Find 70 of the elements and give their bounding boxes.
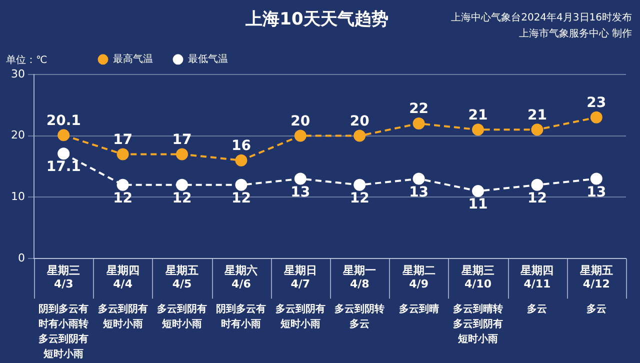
data-label: 20.1 bbox=[46, 112, 81, 129]
point bbox=[590, 172, 602, 185]
point bbox=[58, 129, 70, 142]
data-label: 13 bbox=[586, 184, 606, 200]
data-label: 12 bbox=[527, 190, 547, 207]
data-label: 16 bbox=[231, 138, 251, 154]
chart-title: 上海10天天气趋势 bbox=[244, 10, 388, 30]
x-tick-label: 星期三 4/3 bbox=[46, 264, 80, 290]
x-tick-label: 星期六 4/6 bbox=[224, 264, 258, 290]
point bbox=[531, 124, 544, 136]
data-label: 13 bbox=[290, 184, 310, 200]
text: 多云到阴有短时小雨 bbox=[275, 303, 326, 330]
data-label: 22 bbox=[409, 101, 429, 118]
data-label: 12 bbox=[231, 190, 251, 207]
x-tick-label: 星期日 4/7 bbox=[282, 264, 317, 290]
text: 多云到阴有短时小雨 bbox=[157, 303, 207, 330]
data-label: 20 bbox=[290, 113, 310, 130]
data-label: 12 bbox=[113, 190, 133, 207]
point bbox=[412, 172, 425, 185]
text: 多云 bbox=[527, 303, 548, 316]
data-label: 21 bbox=[527, 107, 547, 124]
text: 多云到阴有短时小雨 bbox=[98, 303, 148, 330]
data-label: 20 bbox=[350, 113, 370, 130]
data-label: 17 bbox=[113, 132, 133, 148]
y-axis-title: 单位：℃ bbox=[6, 54, 48, 66]
legend-label: 最高气温 bbox=[113, 52, 153, 65]
point bbox=[294, 172, 306, 185]
text: 多云到晴转多云到阴有短时小雨 bbox=[453, 303, 503, 346]
data-label: 11 bbox=[468, 196, 488, 213]
x-tick-label: 星期四 4/11 bbox=[520, 264, 554, 290]
data-label: 21 bbox=[468, 107, 488, 124]
text: 上海中心气象台2024年4月3日16时发布 bbox=[451, 12, 632, 24]
point bbox=[176, 178, 188, 191]
point bbox=[235, 178, 248, 191]
text: 多云到阴转多云 bbox=[334, 303, 385, 330]
legend-label: 最低气温 bbox=[188, 52, 228, 65]
data-label: 17.1 bbox=[46, 159, 81, 176]
point bbox=[531, 178, 544, 191]
x-tick-label: 星期一 4/8 bbox=[342, 264, 376, 290]
point bbox=[176, 148, 188, 160]
point bbox=[58, 148, 70, 160]
text: 上海市气象服务中心 制作 bbox=[518, 28, 632, 40]
point bbox=[354, 178, 366, 191]
text: 多云 bbox=[586, 303, 606, 316]
data-label: 12 bbox=[172, 190, 192, 207]
point bbox=[590, 111, 602, 124]
data-label: 23 bbox=[586, 95, 606, 112]
point bbox=[116, 178, 129, 191]
text: 多云到晴 bbox=[398, 303, 439, 316]
x-tick-label: 星期五 4/5 bbox=[164, 264, 198, 290]
point bbox=[472, 185, 484, 198]
x-tick-label: 星期五 4/12 bbox=[578, 264, 613, 290]
point bbox=[294, 130, 306, 142]
point bbox=[116, 148, 129, 160]
y-tick-label: 10 bbox=[10, 190, 25, 204]
y-tick-label: 0 bbox=[18, 251, 25, 264]
y-tick-label: 30 bbox=[10, 67, 25, 80]
x-tick-label: 星期四 4/4 bbox=[105, 264, 140, 290]
point bbox=[412, 118, 425, 130]
point bbox=[354, 130, 366, 142]
data-label: 17 bbox=[172, 132, 192, 148]
point bbox=[235, 154, 248, 166]
x-tick-label: 星期二 4/9 bbox=[401, 264, 436, 290]
text: 阴到多云有时有小雨转多云到阴有短时小雨 bbox=[38, 303, 89, 360]
point bbox=[472, 124, 484, 136]
data-label: 13 bbox=[409, 184, 429, 200]
x-tick-label: 星期三 4/10 bbox=[460, 264, 494, 290]
text: 阴到多云有时有小雨 bbox=[216, 303, 266, 330]
y-tick-label: 20 bbox=[10, 128, 25, 142]
data-label: 12 bbox=[350, 190, 370, 207]
